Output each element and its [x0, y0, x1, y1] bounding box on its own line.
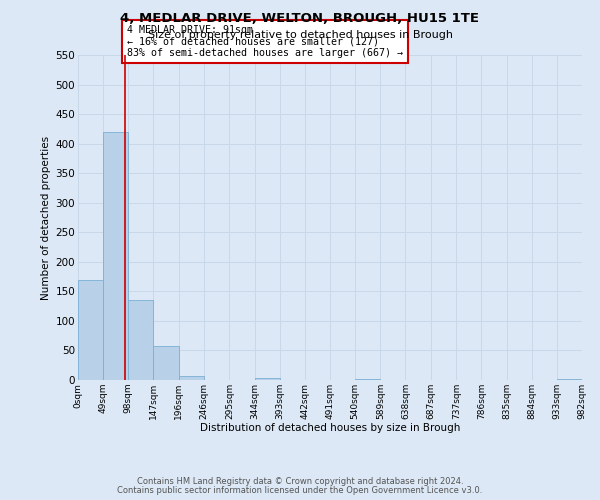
Text: 4 MEDLAR DRIVE: 91sqm
← 16% of detached houses are smaller (127)
83% of semi-det: 4 MEDLAR DRIVE: 91sqm ← 16% of detached …: [127, 25, 403, 58]
Text: Contains public sector information licensed under the Open Government Licence v3: Contains public sector information licen…: [118, 486, 482, 495]
Bar: [254, 378, 280, 380]
Bar: [179, 376, 204, 380]
Bar: [557, 379, 582, 380]
X-axis label: Distribution of detached houses by size in Brough: Distribution of detached houses by size …: [200, 424, 460, 434]
Y-axis label: Number of detached properties: Number of detached properties: [41, 136, 52, 300]
Text: 4, MEDLAR DRIVE, WELTON, BROUGH, HU15 1TE: 4, MEDLAR DRIVE, WELTON, BROUGH, HU15 1T…: [121, 12, 479, 26]
Text: Contains HM Land Registry data © Crown copyright and database right 2024.: Contains HM Land Registry data © Crown c…: [137, 477, 463, 486]
Text: Size of property relative to detached houses in Brough: Size of property relative to detached ho…: [148, 30, 452, 40]
Bar: [103, 132, 128, 380]
Bar: [128, 300, 154, 380]
Bar: [355, 379, 380, 380]
Bar: [78, 280, 103, 380]
Bar: [154, 346, 179, 380]
